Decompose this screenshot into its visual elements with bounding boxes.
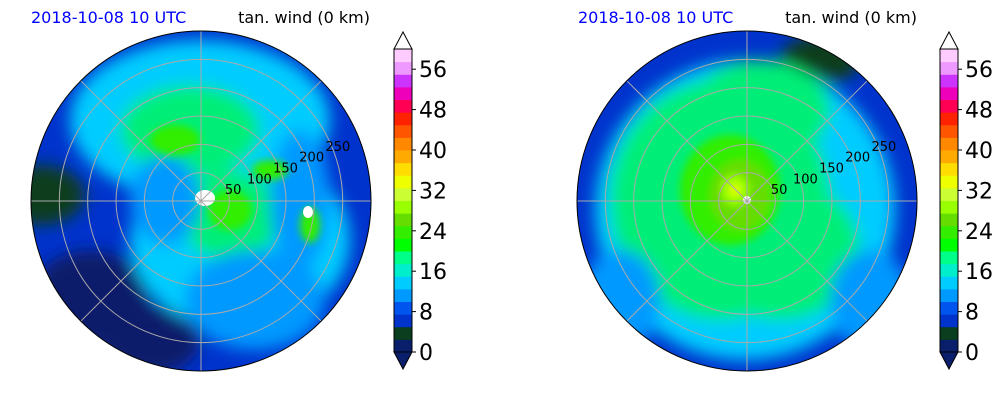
radial-tick-label: 200 (299, 151, 324, 166)
colorbar-swatch (940, 187, 958, 201)
left-polar-outline (30, 30, 372, 372)
colorbar-swatch (940, 112, 958, 126)
colorbar-swatch (394, 263, 412, 277)
right-polar-field (577, 31, 917, 371)
colorbar-swatch (394, 86, 412, 100)
colorbar-tick-label: 48 (965, 99, 993, 124)
colorbar-tick-label: 24 (419, 220, 447, 245)
left-title-variable: tan. wind (0 km) (238, 8, 370, 27)
colorbar-tick-label: 16 (419, 260, 447, 285)
colorbar-tick-label: 40 (419, 139, 447, 164)
right-title-variable: tan. wind (0 km) (785, 8, 917, 27)
colorbar-swatch (940, 162, 958, 176)
colorbar-extend-max (939, 30, 959, 50)
radial-tick-label: 250 (871, 140, 896, 155)
colorbar-frame (393, 48, 413, 353)
colorbar-tick-label: 32 (419, 179, 447, 204)
colorbar-swatch (394, 213, 412, 227)
colorbar-tick-label: 0 (419, 341, 433, 366)
colorbar-swatch (394, 99, 412, 113)
grid-spoke (80, 80, 322, 322)
colorbar-swatch (940, 86, 958, 100)
colorbar-swatch (394, 137, 412, 151)
colorbar-frame (939, 48, 959, 353)
colorbar-swatch (394, 314, 412, 328)
colorbar-swatch (940, 150, 958, 164)
colorbar-swatch (394, 301, 412, 315)
radial-tick-label: 100 (247, 172, 272, 187)
colorbar-tick-label: 56 (965, 58, 993, 83)
colorbar-swatch (394, 276, 412, 290)
colorbar-swatch (394, 251, 412, 265)
colorbar-tick-label: 32 (965, 179, 993, 204)
colorbar-swatch (940, 175, 958, 189)
colorbar-swatch (394, 74, 412, 88)
colorbar-tick-label: 0 (965, 341, 979, 366)
colorbar-swatch (940, 49, 958, 63)
colorbar-swatch (394, 225, 412, 239)
colorbar-swatch (394, 200, 412, 214)
colorbar-swatch (940, 301, 958, 315)
colorbar-swatch (394, 49, 412, 63)
colorbar-tick-label: 24 (965, 220, 993, 245)
colorbar-tick-label: 56 (419, 58, 447, 83)
right-panel: 2018-10-08 10 UTC tan. wind (0 km) (576, 8, 993, 372)
colorbar-swatch (394, 150, 412, 164)
radial-tick-label: 200 (845, 151, 870, 166)
colorbar-swatch (394, 124, 412, 138)
left-panel: 2018-10-08 10 UTC tan. wind (0 km) (30, 8, 447, 372)
left-colorbar: 0 8 16 24 32 40 48 56 (393, 30, 447, 371)
colorbar-swatch (940, 288, 958, 302)
colorbar-tick-label: 48 (419, 99, 447, 124)
colorbar-swatch (940, 137, 958, 151)
radial-tick-label: 250 (325, 140, 350, 155)
colorbar-swatch (940, 225, 958, 239)
radial-tick-label: 150 (819, 161, 844, 176)
colorbar-swatch (940, 339, 958, 353)
colorbar-extend-min (939, 351, 959, 371)
colorbar-swatch (940, 276, 958, 290)
colorbar-swatch (940, 238, 958, 252)
colorbar-swatch (394, 162, 412, 176)
colorbar-swatch (940, 251, 958, 265)
colorbar-extend-min (393, 351, 413, 371)
right-colorbar: 0 8 16 24 32 40 48 56 (939, 30, 993, 371)
right-polar-outline (576, 30, 918, 372)
colorbar-swatch (394, 61, 412, 75)
colorbar-swatch (940, 200, 958, 214)
colorbar-swatch (940, 99, 958, 113)
radial-tick-label: 150 (273, 161, 298, 176)
radial-tick-label: 100 (793, 172, 818, 187)
colorbar-swatch (394, 112, 412, 126)
right-grid (577, 31, 917, 371)
colorbar-swatch (394, 339, 412, 353)
colorbar-swatch (940, 314, 958, 328)
colorbar-tick-label: 16 (965, 260, 993, 285)
colorbar-swatch (940, 326, 958, 340)
colorbar-swatch (940, 213, 958, 227)
colorbar-extend-max (393, 30, 413, 50)
left-title-time: 2018-10-08 10 UTC (31, 8, 186, 27)
colorbar-swatch (394, 175, 412, 189)
colorbar-tick-label: 8 (965, 301, 979, 326)
left-polar-field (31, 31, 371, 371)
grid-spoke (626, 80, 868, 322)
left-grid (31, 31, 371, 371)
radial-tick-label: 50 (225, 183, 242, 198)
colorbar-swatch (394, 288, 412, 302)
colorbar-tick-label: 8 (419, 301, 433, 326)
colorbar-swatch (940, 61, 958, 75)
colorbar-swatch (394, 238, 412, 252)
right-title-time: 2018-10-08 10 UTC (578, 8, 733, 27)
colorbar-tick-label: 40 (965, 139, 993, 164)
colorbar-swatch (940, 124, 958, 138)
colorbar-swatch (940, 263, 958, 277)
colorbar-swatch (394, 326, 412, 340)
colorbar-swatch (940, 74, 958, 88)
colorbar-swatch (394, 187, 412, 201)
radial-tick-label: 50 (771, 183, 788, 198)
